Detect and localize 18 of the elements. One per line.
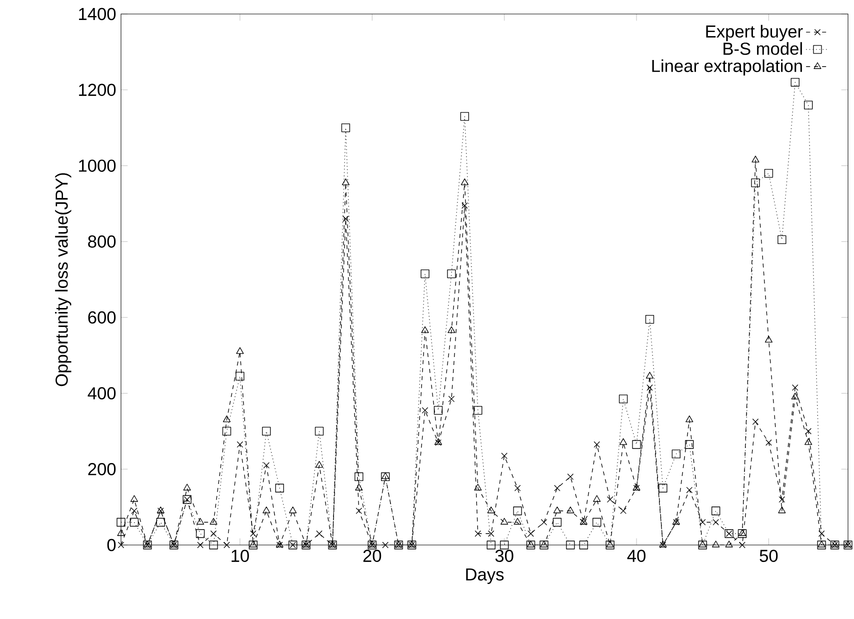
- y-tick-label: 800: [88, 235, 116, 248]
- x-axis-title: Days: [466, 568, 504, 584]
- legend-label: Expert buyer: [706, 24, 803, 42]
- y-tick-label: 400: [88, 387, 116, 400]
- x-tick-label: 20: [363, 550, 382, 562]
- x-tick-label: 10: [232, 550, 249, 562]
- legend-label: B-S model: [724, 42, 802, 55]
- y-tick-label: 1200: [79, 84, 116, 96]
- y-tick-label: 1000: [79, 160, 116, 172]
- x-tick-label: 50: [760, 550, 778, 562]
- x-tick-label: 40: [627, 550, 646, 562]
- y-tick-label: 200: [88, 463, 116, 476]
- y-axis-title: Opportunity loss value(JPY): [55, 173, 72, 386]
- y-tick-label: 0: [107, 538, 116, 552]
- y-tick-label: 1400: [79, 8, 116, 20]
- y-tick-label: 600: [88, 311, 116, 324]
- x-tick-label: 30: [495, 550, 514, 562]
- legend-label: Linear extrapolation: [652, 59, 802, 76]
